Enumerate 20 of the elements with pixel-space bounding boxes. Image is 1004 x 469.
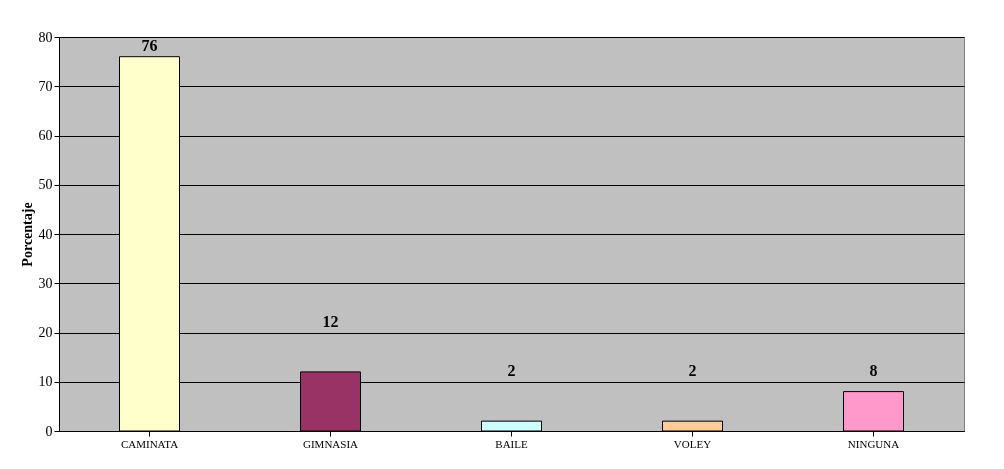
data-label: 8: [869, 361, 878, 379]
y-tick-label: 0: [45, 423, 53, 439]
x-tick-label: VOLEY: [673, 437, 712, 450]
x-tick-label: GIMNASIA: [303, 437, 359, 450]
data-label: 76: [141, 36, 158, 54]
y-tick-label: 80: [38, 29, 53, 45]
y-tick-label: 60: [38, 128, 53, 143]
y-tick-label: 40: [38, 226, 53, 242]
y-tick-label: 20: [38, 325, 53, 340]
data-label: 2: [688, 361, 697, 379]
x-tick-label: CAMINATA: [120, 437, 179, 450]
y-tick-label: 70: [38, 78, 53, 94]
y-tick-label: 30: [38, 275, 53, 291]
x-tick-label: NINGUNA: [847, 437, 900, 450]
y-tick-label: 50: [38, 177, 53, 193]
x-tick-label: BAILE: [495, 437, 528, 450]
y-tick-label: 10: [38, 374, 53, 390]
y-axis-title: Porcentaje: [19, 202, 35, 267]
data-label: 12: [322, 312, 339, 330]
data-label: 2: [507, 361, 516, 379]
